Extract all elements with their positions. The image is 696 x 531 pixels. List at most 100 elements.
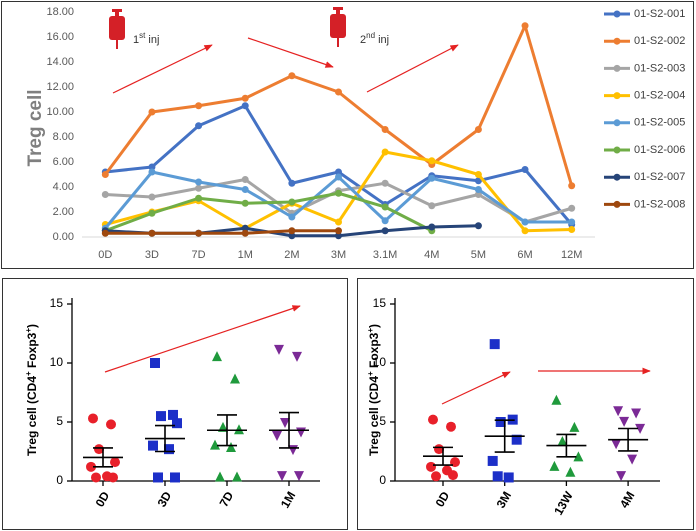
syringe-icon [109, 9, 125, 49]
point [168, 409, 178, 420]
y-tick-label: 4.00 [53, 181, 74, 193]
x-tick-label: 3.1M [373, 249, 397, 261]
point [294, 471, 304, 482]
legend-marker [613, 119, 621, 127]
point [101, 171, 109, 178]
legend-label: 01-S2-004 [634, 90, 685, 102]
x-tick-label: 3D [155, 489, 175, 510]
y-tick-label: 0 [379, 473, 386, 487]
point [335, 189, 342, 197]
point [521, 166, 529, 173]
point [495, 417, 506, 427]
point [335, 88, 342, 96]
point [474, 177, 482, 185]
y-tick-label: 18.00 [46, 6, 74, 18]
point [241, 176, 249, 183]
y-label-text: ) [25, 324, 39, 328]
legend-marker [613, 173, 621, 181]
point [573, 451, 584, 462]
error-bar [556, 433, 577, 458]
point [335, 232, 342, 240]
point [195, 102, 203, 110]
panel-border [2, 278, 348, 530]
point [156, 411, 166, 422]
annotation-tail: inj [375, 34, 389, 46]
x-tick-label: 7D [217, 489, 237, 510]
point [335, 227, 342, 235]
trend-arrows [104, 37, 651, 405]
point [148, 108, 156, 116]
point [86, 461, 96, 472]
x-tick-label: 6M [517, 249, 532, 261]
point [172, 418, 182, 429]
x-tick-label: 12M [561, 249, 582, 261]
point [288, 198, 296, 206]
x-tick-label: 3M [494, 489, 514, 510]
point [277, 471, 287, 482]
y-label-text: Treg cell (CD4 [25, 376, 39, 456]
point [148, 209, 156, 217]
syringe-icon [330, 7, 346, 47]
point [619, 416, 630, 427]
point [164, 444, 174, 455]
point [148, 163, 156, 171]
error-bar [155, 424, 175, 453]
panel-border [357, 278, 694, 530]
x-tick-label: 0D [433, 489, 453, 510]
point [616, 471, 627, 482]
legend-marker [613, 64, 621, 72]
y-label-sup: + [366, 371, 375, 376]
point [195, 194, 203, 202]
legend-marker [613, 146, 621, 154]
point [474, 171, 482, 178]
legend-marker [613, 37, 621, 45]
point [569, 421, 580, 432]
point [241, 186, 249, 193]
point [335, 218, 342, 226]
point [627, 454, 638, 465]
point [288, 213, 296, 221]
annotation-tail: inj [145, 34, 159, 46]
y-tick-label: 2.00 [53, 206, 74, 218]
point [210, 439, 220, 450]
point [474, 126, 482, 133]
point [428, 414, 438, 425]
series-line [104, 24, 574, 187]
x-tick-label: 13W [551, 489, 576, 518]
point [241, 229, 249, 237]
point [474, 222, 482, 230]
point [88, 413, 98, 424]
x-tick-label: 3M [331, 249, 346, 261]
point [148, 193, 156, 201]
point [288, 179, 296, 187]
point [215, 471, 225, 482]
point [549, 460, 560, 471]
annotation-text: 1 [133, 34, 139, 46]
series-line [105, 229, 339, 235]
point [195, 178, 203, 186]
y-tick-label: 6.00 [53, 156, 74, 168]
point [431, 471, 441, 482]
y-tick-label: 16.00 [46, 31, 74, 43]
point [148, 440, 158, 451]
point [521, 227, 529, 235]
y-label-text: Foxp3 [25, 332, 39, 371]
y-axis-label: Treg cell (CD4+ Foxp3+) [366, 324, 381, 456]
y-tick-label: 10 [373, 355, 387, 369]
x-tick-label: 1M [238, 249, 253, 261]
y-tick-label: 8.00 [53, 131, 74, 143]
point [428, 202, 436, 210]
point [101, 229, 109, 237]
error-bar [494, 419, 515, 453]
x-tick-label: 5M [471, 249, 486, 261]
point [521, 218, 529, 226]
point [635, 423, 646, 434]
x-tick-label: 4M [617, 489, 637, 510]
x-tick-label: 2M [284, 249, 299, 261]
point [381, 126, 389, 133]
error-bar [217, 414, 237, 447]
point [568, 226, 576, 233]
y-tick-label: 5 [379, 414, 386, 428]
point [106, 419, 116, 430]
annotation: 1st inj [133, 31, 159, 46]
